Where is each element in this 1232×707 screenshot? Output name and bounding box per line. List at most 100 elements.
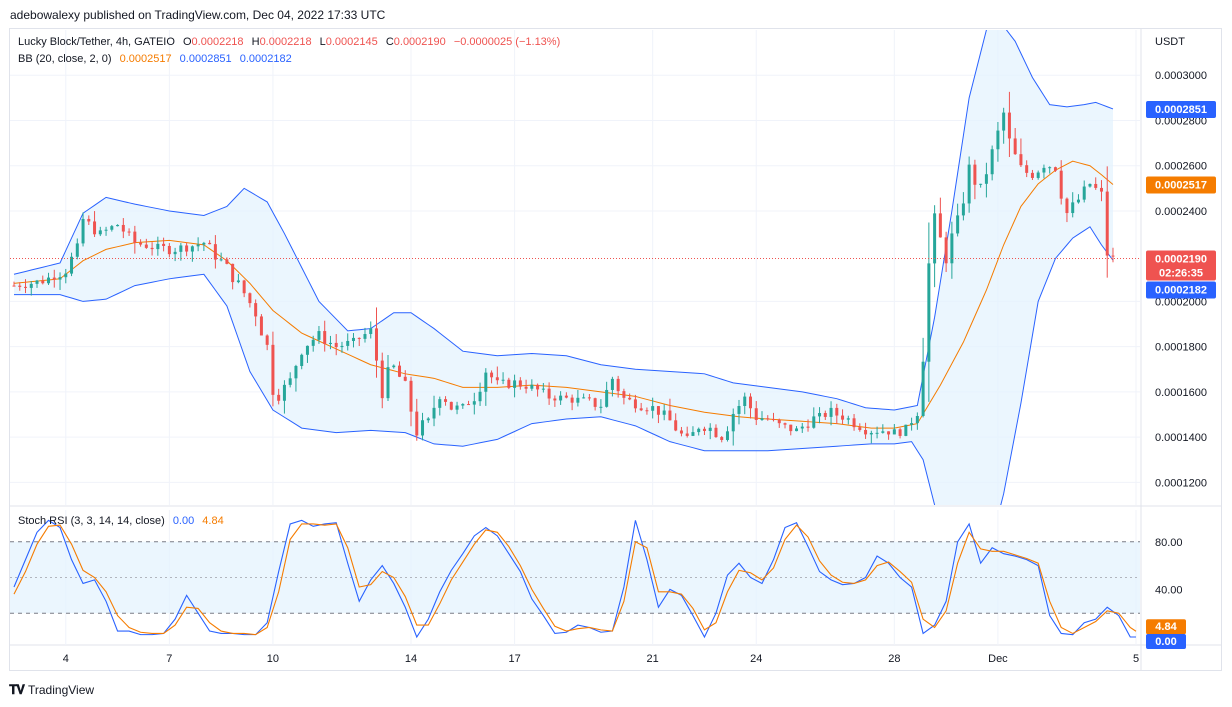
candle-body — [104, 229, 108, 231]
candle-body — [346, 340, 350, 346]
candle-body — [881, 431, 885, 433]
candle-body — [616, 378, 620, 392]
candle-body — [490, 372, 494, 378]
last-price-tag: 0.0002190 02:26:35 — [1146, 250, 1216, 281]
candle-body — [277, 394, 281, 401]
candle-body — [467, 404, 471, 406]
candle-body — [1053, 167, 1057, 171]
candle-body — [599, 406, 603, 408]
stoch-value-tag-bg — [1146, 619, 1186, 635]
candle-body — [892, 429, 896, 435]
candle-body — [254, 303, 258, 317]
candle-body — [656, 406, 660, 415]
candle-body — [300, 354, 304, 366]
bb-mid-price-tag-bg — [1146, 176, 1216, 194]
candle-body — [933, 213, 937, 264]
bb-lower-line — [14, 226, 1114, 505]
candle-body — [1071, 202, 1075, 214]
candle-body — [64, 273, 68, 278]
candle-body — [70, 256, 74, 274]
candle-body — [432, 407, 436, 419]
candle-body — [110, 226, 114, 230]
candle-body — [380, 360, 384, 399]
candle-body — [835, 407, 839, 416]
y-tick-label: 0.0001200 — [1155, 477, 1207, 489]
candle-body — [18, 285, 22, 287]
candle-body — [858, 427, 862, 430]
candle-body — [87, 218, 91, 222]
candle-body — [1025, 165, 1029, 173]
candle-body — [167, 245, 171, 255]
candle-body — [12, 285, 16, 287]
candle-body — [461, 404, 465, 406]
candle-body — [610, 378, 614, 390]
candle-body — [1076, 199, 1080, 203]
candle-body — [259, 316, 263, 336]
candle-body — [208, 242, 212, 245]
change-value: −0.0000025 (−1.13%) — [453, 36, 561, 48]
candle-body — [956, 215, 960, 234]
candle-body — [841, 415, 845, 420]
candle-body — [351, 337, 355, 341]
chart-frame — [9, 28, 1222, 671]
bb-lower-price-tag-bg — [1146, 281, 1216, 299]
candle-body — [1059, 170, 1063, 199]
candle-body — [731, 413, 735, 432]
bb-mid-price-tag: 0.0002517 — [1146, 176, 1216, 194]
bb-lower-price-tag: 0.0002182 — [1146, 281, 1216, 299]
candle-body — [231, 263, 235, 283]
candle-body — [213, 244, 217, 260]
candle-body — [98, 230, 102, 235]
tradingview-mark-icon: 𝐓𝐕 — [9, 682, 25, 697]
candle-body — [121, 224, 125, 232]
candle-body — [1007, 112, 1011, 139]
x-tick-label: 28 — [888, 653, 900, 665]
x-tick-label: 4 — [63, 653, 69, 665]
candle-body — [265, 335, 269, 345]
candle-body — [369, 328, 373, 335]
candle-body — [984, 174, 988, 184]
candle-body — [760, 418, 764, 420]
candle-body — [967, 164, 971, 204]
candle-body — [915, 416, 919, 424]
candle-body — [887, 431, 891, 435]
candle-body — [708, 427, 712, 431]
candle-body — [910, 423, 914, 425]
bb-lower-value: 0.0002182 — [239, 53, 292, 65]
bb-upper-value: 0.0002851 — [179, 53, 232, 65]
bb-legend: BB (20, close, 2, 0) 0.0002517 0.0002851… — [18, 53, 297, 65]
stoch-value-tag-bg — [1146, 634, 1186, 649]
candle-body — [1042, 167, 1046, 173]
candle-body — [311, 339, 315, 346]
candle-body — [1002, 112, 1006, 131]
low-value: 0.0002145 — [325, 36, 378, 48]
tradingview-logo[interactable]: 𝐓𝐕 TradingView — [9, 682, 94, 698]
candle-body — [334, 342, 338, 348]
candle-body — [674, 420, 678, 431]
candle-body — [305, 345, 309, 355]
candle-body — [294, 365, 298, 379]
candle-body — [593, 398, 597, 407]
candle-body — [795, 428, 799, 432]
x-tick-label: 24 — [750, 653, 762, 665]
close-value: 0.0002190 — [393, 36, 446, 48]
published-text: adebowalexy published on TradingView.com… — [10, 8, 386, 22]
stoch-lines — [13, 519, 1137, 639]
candle-body — [248, 293, 252, 304]
candle-body — [374, 328, 378, 361]
low-label: L — [319, 36, 326, 48]
x-tick-label: 14 — [405, 653, 417, 665]
stoch-d-line — [13, 523, 1137, 636]
candle-body — [806, 426, 810, 428]
candle-body — [202, 242, 206, 245]
candle-body — [812, 416, 816, 428]
candle-body — [547, 388, 551, 399]
candle-body — [564, 395, 568, 398]
candle-body — [116, 224, 120, 227]
candle-body — [921, 361, 925, 417]
stoch-d-value: 4.84 — [202, 515, 224, 527]
open-label: O — [182, 36, 192, 48]
candle-body — [961, 203, 965, 216]
candle-body — [1048, 167, 1052, 169]
